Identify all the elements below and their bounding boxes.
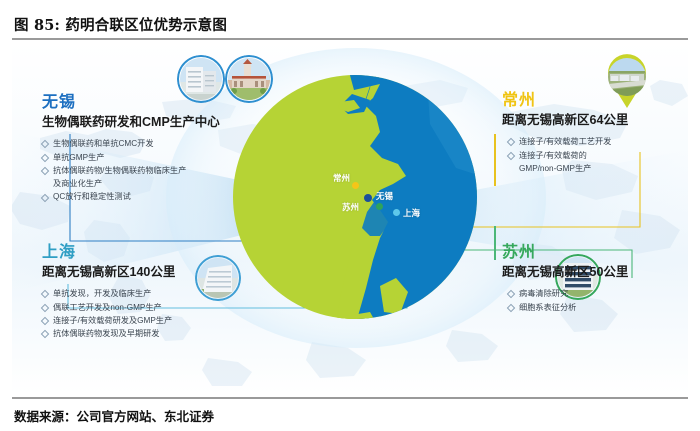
block-suzhou-city: 苏州 [502,244,537,261]
block-changzhou-bullets: 连接子/有效载荷工艺开发 连接子/有效载荷的 GMP/non-GMP生产 [506,135,680,175]
list-item: QC放行和稳定性测试 [40,190,220,203]
list-item-continuation: GMP/non-GMP生产 [519,163,592,173]
city-label-changzhou: 常州 [333,173,351,183]
pin-wuxi-photo-2[interactable] [225,55,273,103]
block-changzhou-subtitle: 距离无锡高新区64公里 [502,112,629,127]
diamond-bullet-icon [506,303,516,312]
block-shanghai-bullets: 单抗发现，开发及临床生产 偶联工艺开发及non-GMP生产 连接子/有效载荷研发… [40,287,175,340]
list-item: 偶联工艺开发及non-GMP生产 [40,301,175,314]
list-item: 连接子/有效载荷工艺开发 [506,135,680,148]
diamond-bullet-icon [40,166,50,176]
block-wuxi: 无锡 生物偶联药研发和CMP生产中心 生物偶联药和单抗CMC开发 单抗GMP生产… [40,94,220,204]
diamond-bullet-icon [506,290,516,299]
block-wuxi-city: 无锡 [42,94,77,111]
suzhou-photo-ring [555,254,601,300]
diamond-bullet-icon [40,330,50,339]
block-suzhou-bullets: 病毒清除研究 细胞系表征分析 [506,287,680,314]
list-item: 抗体偶联药物/生物偶联药物临床生产 [40,164,220,177]
pin-suzhou-photo[interactable] [555,254,601,300]
block-wuxi-bullets: 生物偶联药和单抗CMC开发 单抗GMP生产 抗体偶联药物/生物偶联药物临床生产 … [40,137,220,203]
list-item: 病毒清除研究 [506,287,680,300]
city-dot-suzhou[interactable] [376,203,383,210]
city-dot-shanghai[interactable] [393,209,400,216]
pin-shanghai-photo[interactable] [195,255,241,301]
diamond-bullet-icon [40,316,50,326]
block-changzhou-city: 常州 [502,92,537,109]
list-item: 生物偶联药和单抗CMC开发 [40,137,220,150]
diamond-bullet-icon [40,153,50,162]
list-item: 连接子/有效载荷的 [506,149,680,162]
block-shanghai-subtitle: 距离无锡高新区140公里 [42,264,176,279]
source-note: 数据来源：公司官方网站、东北证券 [14,409,215,424]
list-item-continuation: 及商业化生产 [53,179,103,189]
list-item: 抗体偶联药物发现及早期研发 [40,327,175,340]
block-shanghai-city: 上海 [42,244,77,261]
diamond-bullet-icon [506,151,516,160]
diamond-bullet-icon [40,193,50,202]
shanghai-photo-ring [195,255,241,301]
diamond-bullet-icon [40,140,50,149]
list-item: 连接子/有效载荷研发及GMP生产 [40,314,175,327]
list-item: 单抗GMP生产 [40,151,220,164]
wuxi-photo-2-ring [225,55,273,103]
pin-wuxi-photo-1[interactable] [177,55,225,103]
pin-changzhou-photo[interactable] [604,54,650,110]
diamond-bullet-icon [506,138,516,147]
block-changzhou: 常州 距离无锡高新区64公里 连接子/有效载荷工艺开发 连接子/有效载荷的 GM… [494,92,680,186]
block-suzhou-subtitle: 距离无锡高新区50公里 [502,264,629,279]
city-dot-changzhou[interactable] [352,182,359,189]
changzhou-pin-shape [608,54,646,108]
changzhou-accent-bar [494,134,496,186]
globe-svg [233,75,477,319]
title-divider [12,38,688,40]
city-label-wuxi: 无锡 [376,191,394,201]
suzhou-accent-bar [494,226,496,260]
china-region-globe [230,72,480,322]
source-divider [12,397,688,399]
illustration-canvas: 常州 无锡 苏州 上海 [12,42,688,394]
list-item: 单抗发现，开发及临床生产 [40,287,175,300]
block-suzhou: 苏州 距离无锡高新区50公里 病毒清除研究 细胞系表征分析 [494,226,680,314]
city-label-suzhou: 苏州 [342,202,360,212]
page-title: 图 85: 药明合联区位优势示意图 [14,17,228,34]
diamond-bullet-icon [40,290,50,299]
city-dot-wuxi[interactable] [364,194,372,202]
city-label-shanghai: 上海 [403,208,421,218]
list-item: 细胞系表征分析 [506,301,680,314]
block-wuxi-subtitle: 生物偶联药研发和CMP生产中心 [42,114,220,129]
wuxi-photo-1-ring [177,55,225,103]
diamond-bullet-icon [40,303,50,312]
block-shanghai: 上海 距离无锡高新区140公里 单抗发现，开发及临床生产 偶联工艺开发及non-… [40,244,176,340]
